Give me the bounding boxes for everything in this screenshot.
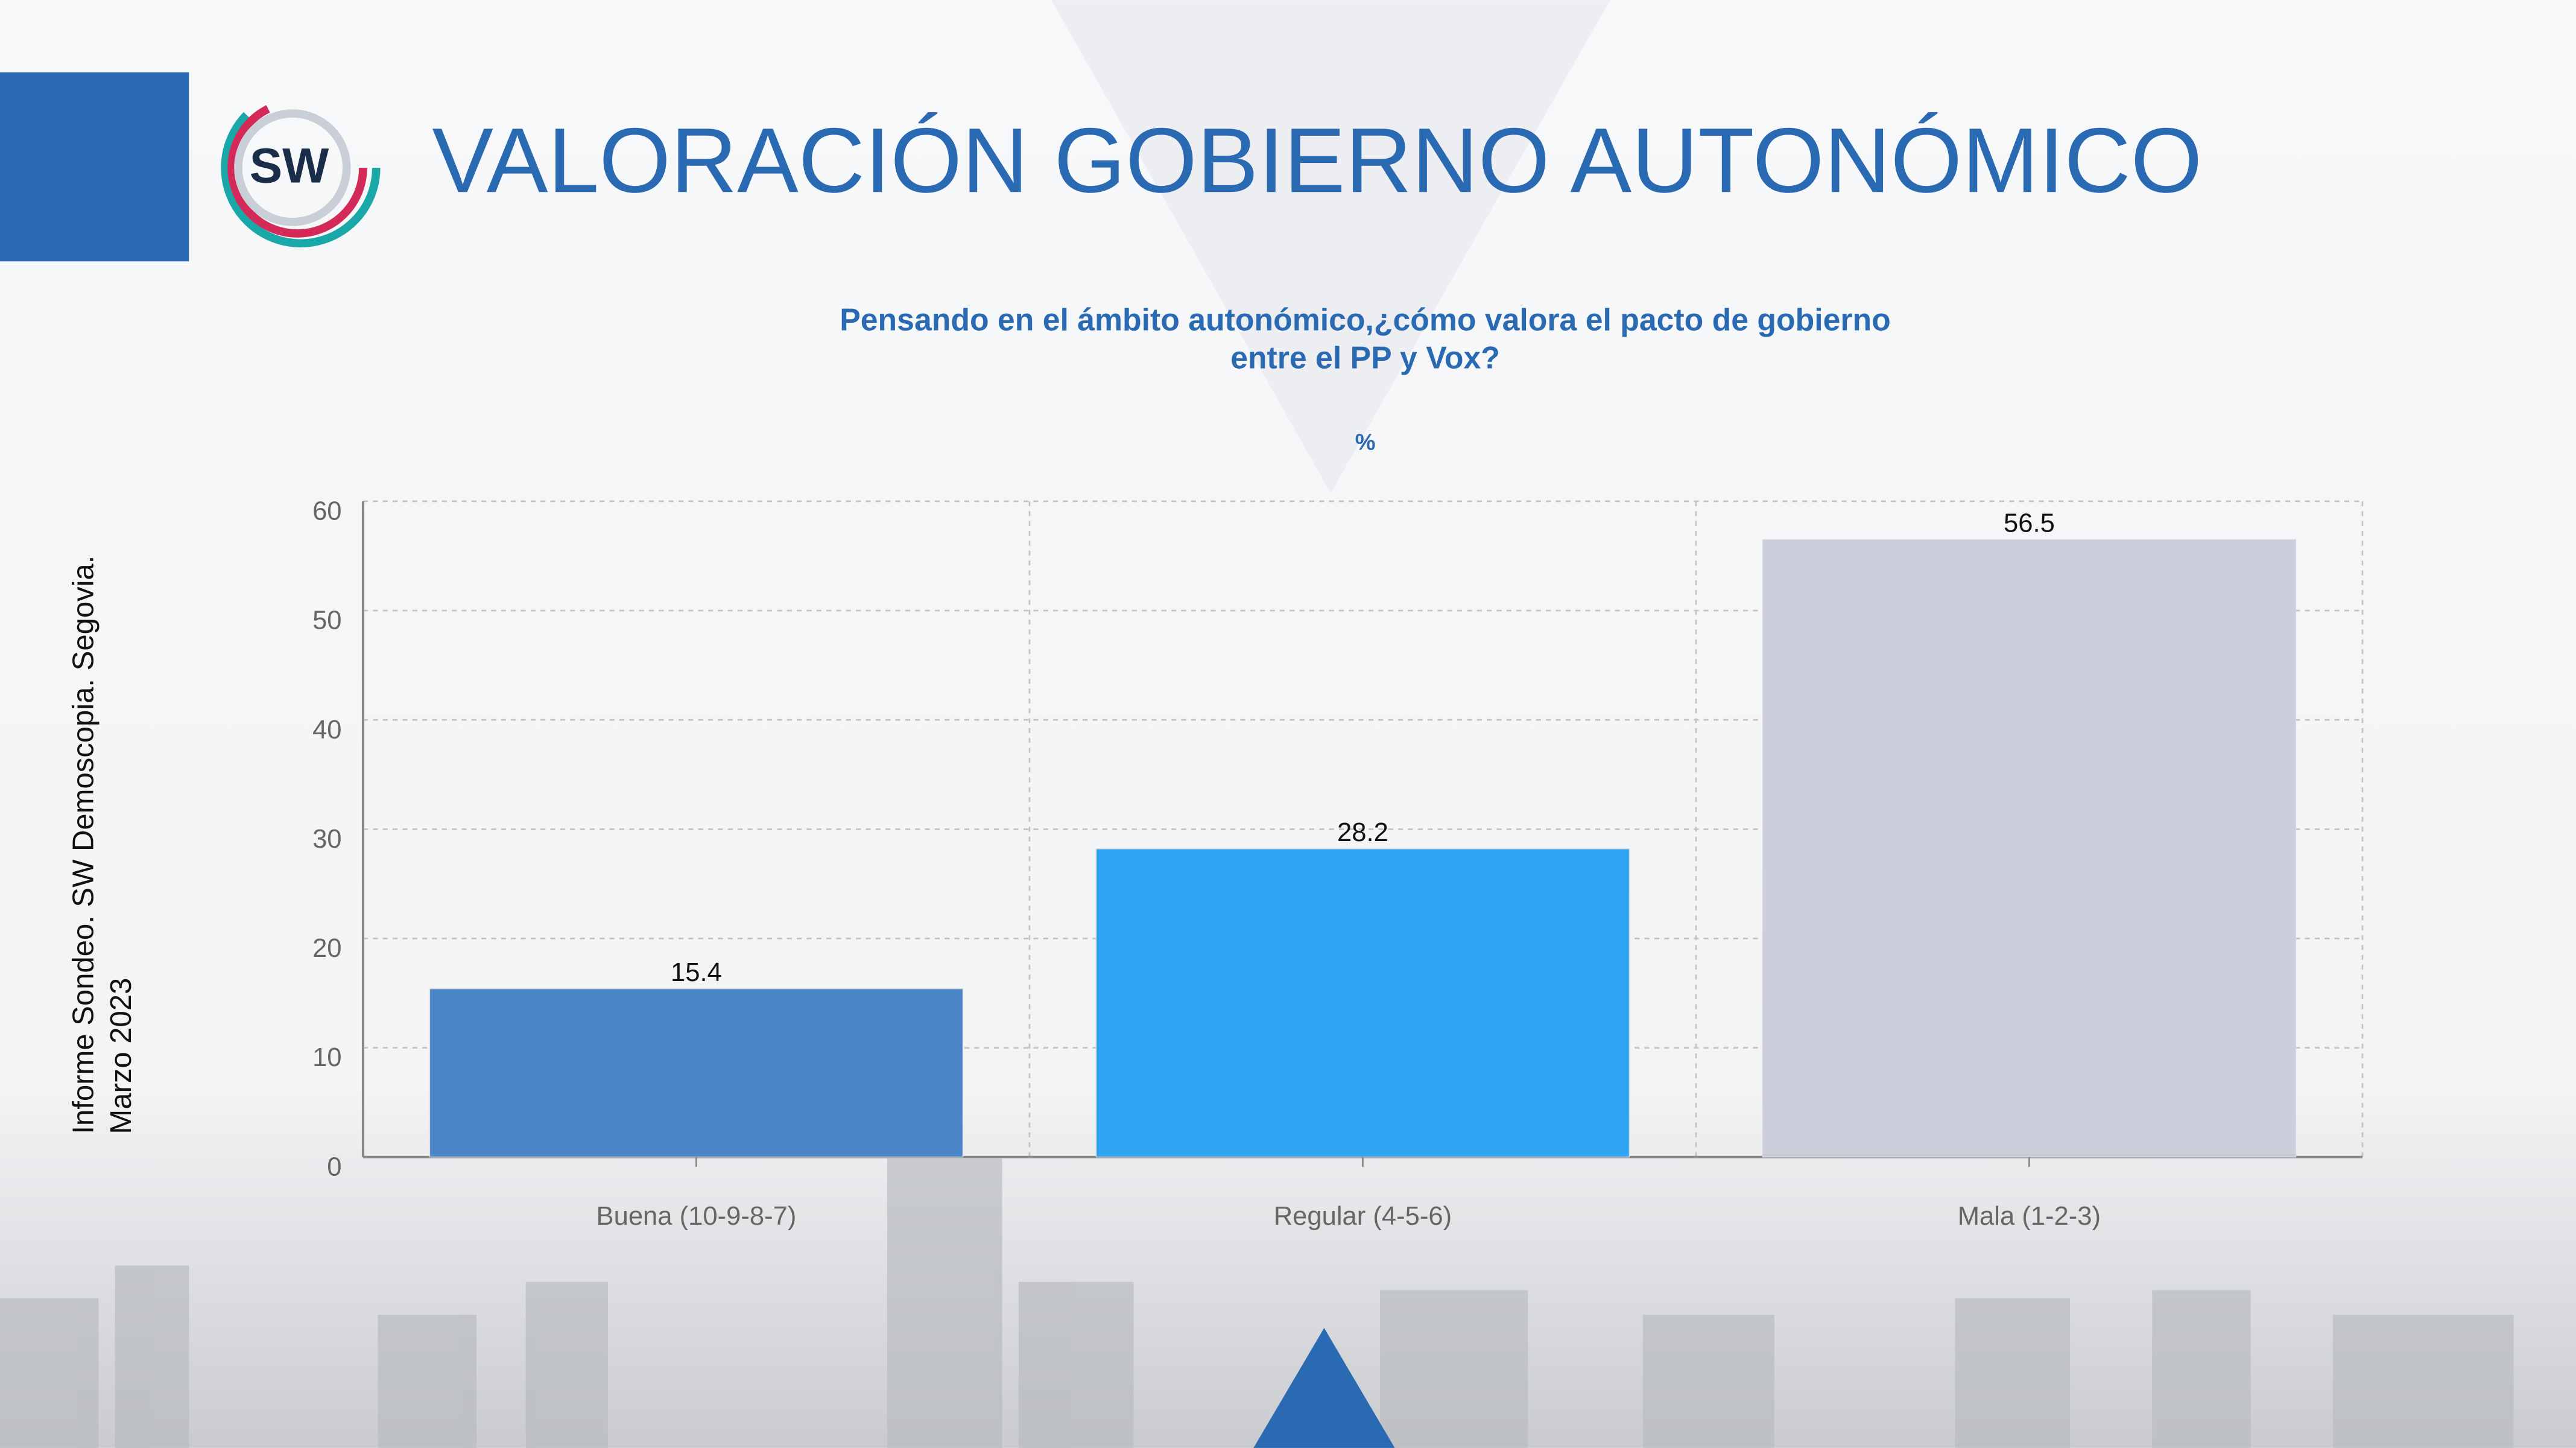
bottom-triangle — [1253, 1328, 1395, 1448]
skyline — [0, 1158, 2514, 1448]
bar — [1095, 848, 1630, 1158]
side-note: Marzo 2023 — [105, 978, 138, 1134]
y-tick-label: 30 — [312, 825, 341, 854]
subtitle-line: entre el PP y Vox? — [1230, 340, 1500, 375]
unit-label: % — [1355, 430, 1376, 456]
bar — [1762, 539, 2297, 1158]
subtitle-line: Pensando en el ámbito autonómico,¿cómo v… — [840, 302, 1891, 337]
logo-text: SW — [250, 138, 329, 193]
bar — [429, 988, 964, 1158]
bg-shape — [1051, 0, 1610, 494]
value-label: 28.2 — [1337, 818, 1388, 847]
y-tick-label: 50 — [312, 606, 341, 635]
y-tick-label: 0 — [327, 1152, 341, 1181]
x-tick-label: Buena (10-9-8-7) — [597, 1202, 797, 1231]
y-tick-label: 10 — [312, 1043, 341, 1072]
y-tick-label: 60 — [312, 497, 341, 526]
y-tick-label: 20 — [312, 934, 341, 963]
logo-rings — [221, 87, 381, 248]
chart-title: VALORACIÓN GOBIERNO AUTONÓMICO — [432, 109, 2202, 212]
side-note: Informe Sondeo. SW Demoscopia. Segovia. — [68, 556, 100, 1134]
y-tick-label: 40 — [312, 716, 341, 745]
plot: 0 10 20 30 40 50 60 15.4 Buena (10-9-8-7) 28.2 Reg… — [312, 497, 2364, 1231]
corner-block — [0, 72, 189, 262]
x-tick-label: Mala (1-2-3) — [1958, 1202, 2101, 1231]
value-label: 15.4 — [671, 958, 722, 987]
x-tick-label: Regular (4-5-6) — [1274, 1202, 1452, 1231]
value-label: 56.5 — [2004, 509, 2055, 538]
